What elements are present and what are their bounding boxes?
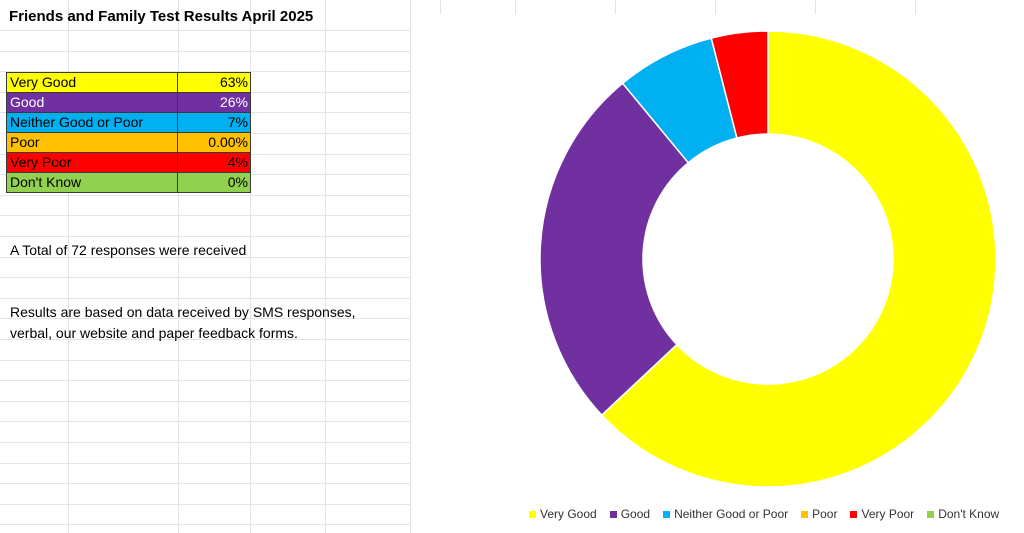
- gridline-row: [0, 257, 410, 258]
- gridline-column: [178, 0, 179, 533]
- gridline-row: [0, 195, 410, 196]
- legend-swatch: [663, 510, 671, 518]
- category-cell: Very Poor: [6, 152, 178, 173]
- legend-label: Poor: [812, 507, 838, 521]
- gridline-column: [515, 0, 516, 14]
- legend-label: Neither Good or Poor: [674, 507, 789, 521]
- percent-cell: 7%: [177, 112, 251, 133]
- gridline-column: [915, 0, 916, 14]
- gridline-column: [250, 0, 251, 533]
- gridline-column: [440, 0, 441, 14]
- legend-swatch: [609, 510, 617, 518]
- gridline-column: [615, 0, 616, 14]
- table-row: Neither Good or Poor 7%: [6, 112, 251, 133]
- gridline-row: [0, 524, 410, 525]
- data-source-note: Results are based on data received by SM…: [10, 304, 356, 341]
- legend-item[interactable]: Good: [609, 507, 651, 521]
- gridline-column: [715, 0, 716, 14]
- gridline-row: [0, 51, 410, 52]
- table-row: Poor 0.00%: [6, 132, 251, 153]
- legend-label: Don't Know: [938, 507, 1000, 521]
- category-cell: Good: [6, 92, 178, 113]
- legend-item[interactable]: Very Poor: [850, 507, 914, 521]
- legend-swatch: [529, 510, 536, 518]
- gridline-row: [0, 421, 410, 422]
- gridline-row: [0, 277, 410, 278]
- category-cell: Very Good: [6, 72, 178, 93]
- legend-item[interactable]: Neither Good or Poor: [663, 507, 788, 521]
- legend-swatch: [927, 510, 935, 518]
- results-table: Very Good 63% Good 26% Neither Good or Poor 7…: [6, 72, 251, 193]
- legend-label: Very Good: [540, 507, 597, 521]
- legend-swatch: [850, 510, 858, 518]
- percent-cell: 0%: [177, 172, 251, 193]
- total-responses-note: A Total of 72 responses were received: [10, 242, 247, 258]
- gridline-row: [0, 463, 410, 464]
- slice-very-poor[interactable]: [710, 30, 769, 139]
- gridline-row: [0, 71, 410, 72]
- gridline-row: [0, 215, 410, 216]
- legend-label: Very Poor: [861, 507, 915, 521]
- gridline-row: [0, 30, 410, 31]
- gridline-row: [0, 298, 410, 299]
- slice-very-good[interactable]: [600, 30, 997, 488]
- gridline-column: [68, 0, 69, 533]
- gridline-row: [0, 380, 410, 381]
- percent-cell: 4%: [177, 152, 251, 173]
- slice-good[interactable]: [539, 82, 690, 417]
- gridline-row: [0, 442, 410, 443]
- gridline-row: [0, 483, 410, 484]
- legend-label: Good: [620, 507, 651, 521]
- category-cell: Don't Know: [6, 172, 178, 193]
- gridline-row: [0, 236, 410, 237]
- legend-item[interactable]: Don't Know: [927, 507, 999, 521]
- table-row: Very Good 63%: [6, 72, 251, 93]
- gridline-column: [325, 0, 326, 533]
- gridline-row: [0, 504, 410, 505]
- category-cell: Poor: [6, 132, 178, 153]
- gridline-row: [0, 318, 410, 319]
- gridline-column: [815, 0, 816, 14]
- doughnut-chart[interactable]: [520, 20, 1010, 500]
- table-row: Good 26%: [6, 92, 251, 113]
- percent-cell: 63%: [177, 72, 251, 93]
- table-row: Don't Know 0%: [6, 172, 251, 193]
- gridline-row: [0, 360, 410, 361]
- percent-cell: 26%: [177, 92, 251, 113]
- chart-legend: Very Good Good Neither Good or Poor Poor Ver…: [529, 507, 999, 521]
- gridline-row: [0, 401, 410, 402]
- category-cell: Neither Good or Poor: [6, 112, 178, 133]
- table-row: Very Poor 4%: [6, 152, 251, 173]
- percent-cell: 0.00%: [177, 132, 251, 153]
- legend-swatch: [801, 510, 809, 518]
- gridline-column: [410, 0, 411, 533]
- legend-item[interactable]: Very Good: [529, 507, 597, 521]
- sheet-title: Friends and Family Test Results April 20…: [9, 8, 314, 25]
- legend-item[interactable]: Poor: [801, 507, 837, 521]
- gridline-row: [0, 339, 410, 340]
